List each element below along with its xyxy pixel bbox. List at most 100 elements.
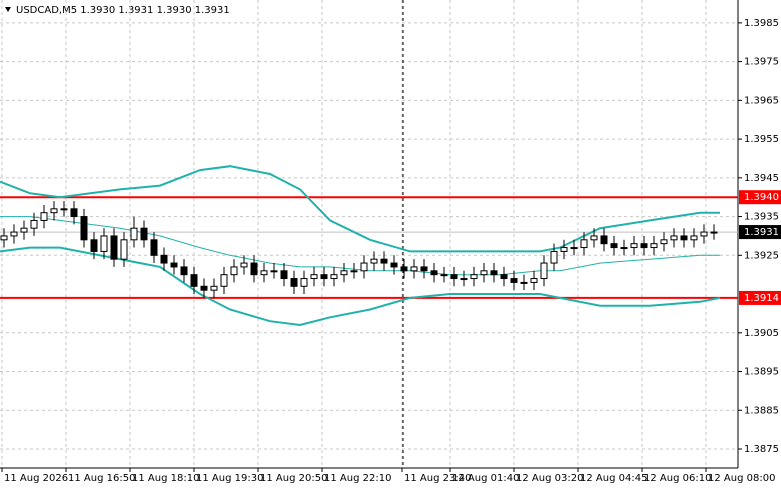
candle-body	[600, 235, 608, 245]
y-tick-label: 1.3965	[744, 95, 779, 106]
candle-body	[170, 262, 178, 268]
candle-body	[40, 212, 48, 221]
x-tick-label: 11 Aug 2026	[4, 473, 68, 484]
candle-body	[560, 247, 568, 252]
candle-body	[430, 270, 438, 276]
candle-body	[60, 208, 68, 211]
x-tick-label: 11 Aug 16:50	[68, 473, 135, 484]
candle-body	[30, 219, 38, 229]
x-tick-label: 12 Aug 03:20	[516, 473, 583, 484]
candle-body	[250, 262, 258, 276]
candle-body	[360, 262, 368, 272]
candle-body	[450, 274, 458, 280]
candle-body	[200, 285, 208, 291]
candle-body	[120, 239, 128, 260]
candle-body	[620, 247, 628, 250]
candle-body	[320, 274, 328, 280]
candle-body	[10, 231, 18, 237]
candle-body	[700, 231, 708, 237]
x-tick-label: 12 Aug 06:10	[644, 473, 711, 484]
candle-body	[590, 235, 598, 241]
candle-body	[80, 216, 88, 241]
level-label-box	[739, 190, 781, 205]
candle-body	[420, 266, 428, 272]
candle-body	[350, 270, 358, 273]
y-tick-label: 1.3945	[744, 173, 779, 184]
candle-body	[180, 266, 188, 276]
candle-body	[130, 227, 138, 241]
candle-body	[400, 266, 408, 272]
y-tick-label: 1.3975	[744, 57, 779, 68]
candle-body	[610, 243, 618, 249]
level-label: 1.3940	[744, 192, 779, 203]
candle-body	[310, 274, 318, 280]
candle-body	[240, 262, 248, 268]
x-tick-label: 11 Aug 22:10	[324, 473, 391, 484]
y-tick-label: 1.3895	[744, 367, 779, 378]
y-tick-label: 1.3875	[744, 444, 779, 455]
candle-body	[330, 274, 338, 280]
y-tick-label: 1.3885	[744, 405, 779, 416]
candle-body	[540, 262, 548, 280]
candle-body	[660, 239, 668, 245]
candle-body	[390, 262, 398, 268]
candle-body	[640, 243, 648, 249]
candle-body	[630, 243, 638, 249]
y-tick-label: 1.3935	[744, 212, 779, 223]
candle-body	[210, 285, 218, 291]
last-price-box	[739, 225, 781, 240]
x-tick-label: 11 Aug 23:40	[404, 473, 471, 484]
y-tick-label: 1.3905	[744, 328, 779, 339]
candle-body	[90, 239, 98, 252]
candle-body	[290, 278, 298, 287]
candle-body	[650, 243, 658, 249]
band-middle	[0, 216, 720, 276]
candle-body	[710, 231, 718, 234]
candle-body	[150, 239, 158, 256]
candle-body	[460, 278, 468, 281]
x-tick-label: 12 Aug 01:40	[452, 473, 519, 484]
candle-body	[380, 258, 388, 264]
candle-body	[580, 239, 588, 249]
candle-body	[340, 270, 348, 276]
candle-body	[490, 270, 498, 276]
candle-body	[70, 208, 78, 218]
y-tick-label: 1.3955	[744, 134, 779, 145]
candle-body	[690, 235, 698, 241]
candle-body	[370, 258, 378, 264]
candle-body	[270, 270, 278, 273]
candle-body	[20, 227, 28, 233]
candle-body	[160, 254, 168, 264]
candle-body	[190, 274, 198, 287]
candle-body	[260, 270, 268, 276]
last-price-label: 1.3931	[744, 227, 779, 238]
candle-body	[220, 274, 228, 287]
candle-body	[110, 235, 118, 260]
band-upper	[0, 165, 720, 253]
candle-body	[470, 274, 478, 280]
x-tick-label: 11 Aug 20:50	[260, 473, 327, 484]
candle-body	[500, 274, 508, 280]
candle-body	[680, 235, 688, 241]
x-tick-label: 11 Aug 19:30	[196, 473, 263, 484]
chart-header: USDCAD,M5 1.3930 1.3931 1.3930 1.3931	[16, 5, 230, 16]
candle-body	[670, 235, 678, 241]
candle-body	[100, 235, 108, 252]
band-lower	[0, 246, 721, 327]
candle-body	[50, 208, 58, 214]
x-tick-label: 11 Aug 18:10	[132, 473, 199, 484]
candle-body	[230, 266, 238, 276]
x-tick-label: 12 Aug 08:00	[708, 473, 775, 484]
level-label-box	[739, 290, 781, 305]
candle-body	[520, 281, 528, 284]
candle-body	[480, 270, 488, 276]
level-label: 1.3914	[744, 293, 779, 304]
y-tick-label: 1.3985	[744, 18, 779, 29]
candle-body	[410, 266, 418, 272]
candle-body	[510, 278, 518, 283]
header-arrow	[5, 7, 11, 12]
candle-body	[140, 227, 148, 241]
candle-body	[440, 274, 448, 277]
candle-body	[280, 270, 288, 280]
